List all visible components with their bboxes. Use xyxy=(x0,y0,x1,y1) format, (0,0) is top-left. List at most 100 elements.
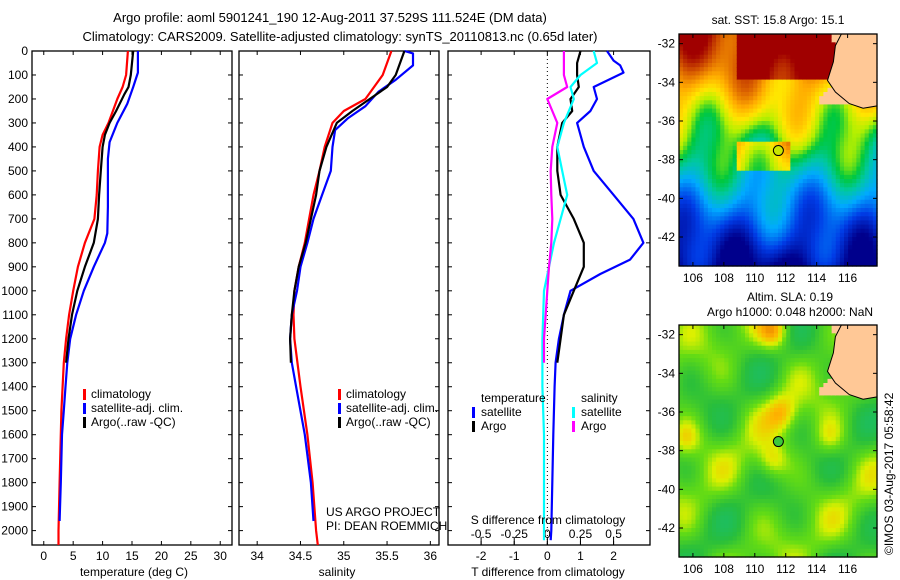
map-cell xyxy=(740,374,746,380)
map-cell xyxy=(765,133,771,139)
map-cell xyxy=(712,174,717,180)
map-cell xyxy=(839,112,845,118)
map-cell xyxy=(765,519,771,525)
map-cell xyxy=(687,237,692,242)
map-cell xyxy=(819,150,824,155)
map-cell xyxy=(679,261,684,267)
map-cell xyxy=(811,129,816,135)
map-cell xyxy=(757,395,763,401)
map-cell xyxy=(831,162,837,168)
map-cell xyxy=(732,515,738,521)
map-cell xyxy=(852,232,857,238)
map-cell xyxy=(765,507,771,513)
map-cell xyxy=(749,121,754,126)
map-cell xyxy=(720,42,725,48)
map-cell xyxy=(687,515,692,521)
map-cell xyxy=(819,441,824,446)
map-cell xyxy=(740,494,746,500)
map-cell xyxy=(703,241,709,246)
map-cell xyxy=(852,212,857,217)
map-cell xyxy=(802,370,808,376)
map-cell xyxy=(745,79,750,85)
map-cell xyxy=(786,261,791,267)
map-cell xyxy=(691,179,697,184)
map-cell xyxy=(773,154,779,159)
map-cell xyxy=(728,58,734,64)
map-cell xyxy=(765,387,771,392)
map-cell xyxy=(769,387,775,392)
map-cell xyxy=(695,34,701,39)
map-cell xyxy=(740,445,746,450)
map-cell xyxy=(815,166,820,172)
map-cell xyxy=(753,261,758,267)
map-cell xyxy=(778,261,783,267)
map-cell xyxy=(773,420,779,426)
map-cell xyxy=(687,407,692,413)
map-cell xyxy=(707,465,713,471)
map-cell xyxy=(679,354,684,359)
map-cell xyxy=(848,137,853,143)
map-cell xyxy=(815,92,820,97)
map-cell xyxy=(778,540,783,546)
map-cell xyxy=(679,253,684,259)
map-cell xyxy=(806,228,812,234)
map-cell xyxy=(839,228,845,234)
map-cell xyxy=(773,399,779,405)
map-cell xyxy=(695,75,701,81)
map-cell xyxy=(773,345,779,351)
map-cell xyxy=(782,474,787,479)
map-cell xyxy=(786,104,791,110)
map-cell xyxy=(819,179,824,184)
map-cell xyxy=(835,191,841,197)
map-cell xyxy=(844,228,849,234)
map-cell xyxy=(720,474,725,479)
map-cell xyxy=(753,58,758,64)
map-cell xyxy=(773,158,779,164)
map-cell xyxy=(683,461,688,467)
map-cell xyxy=(679,449,684,455)
map-cell xyxy=(848,166,853,172)
map-cell xyxy=(716,457,721,463)
map-cell xyxy=(740,544,746,550)
map-cell xyxy=(691,125,697,130)
map-cell xyxy=(786,83,791,89)
map-cell xyxy=(679,474,684,479)
map-cell xyxy=(683,407,688,413)
map-cell xyxy=(761,395,767,401)
map-cell xyxy=(815,474,820,479)
map-cell xyxy=(745,199,750,205)
map-cell xyxy=(856,216,862,222)
map-cell xyxy=(679,145,684,151)
map-cell xyxy=(691,46,697,52)
map-cell xyxy=(740,370,746,376)
map-cell xyxy=(707,519,713,525)
map-cell xyxy=(769,358,775,363)
map-cell xyxy=(703,237,709,242)
map-cell xyxy=(736,441,742,446)
title-line-1: Argo profile: aoml 5901241_190 12-Aug-20… xyxy=(113,10,547,25)
map-cell xyxy=(757,486,763,492)
map-cell xyxy=(802,92,808,97)
map-cell xyxy=(732,544,738,550)
map-cell xyxy=(753,528,758,533)
map-cell xyxy=(765,486,771,492)
map-cell xyxy=(802,478,808,484)
map-cell xyxy=(802,245,808,251)
map-cell xyxy=(691,424,697,430)
map-cell xyxy=(811,499,816,504)
map-cell xyxy=(811,261,816,267)
map-cell xyxy=(740,203,746,209)
map-cell xyxy=(806,125,812,130)
map-cell xyxy=(839,116,845,122)
map-cell xyxy=(745,333,750,339)
map-cell xyxy=(720,391,725,397)
map-cell xyxy=(707,100,713,106)
map-cell xyxy=(745,523,750,529)
map-cell xyxy=(716,46,721,52)
map-cell xyxy=(745,536,750,542)
map-cell xyxy=(728,536,734,542)
map-cell xyxy=(811,528,816,533)
map-cell xyxy=(732,337,738,343)
map-cell xyxy=(703,129,709,135)
map-cell xyxy=(740,482,746,488)
